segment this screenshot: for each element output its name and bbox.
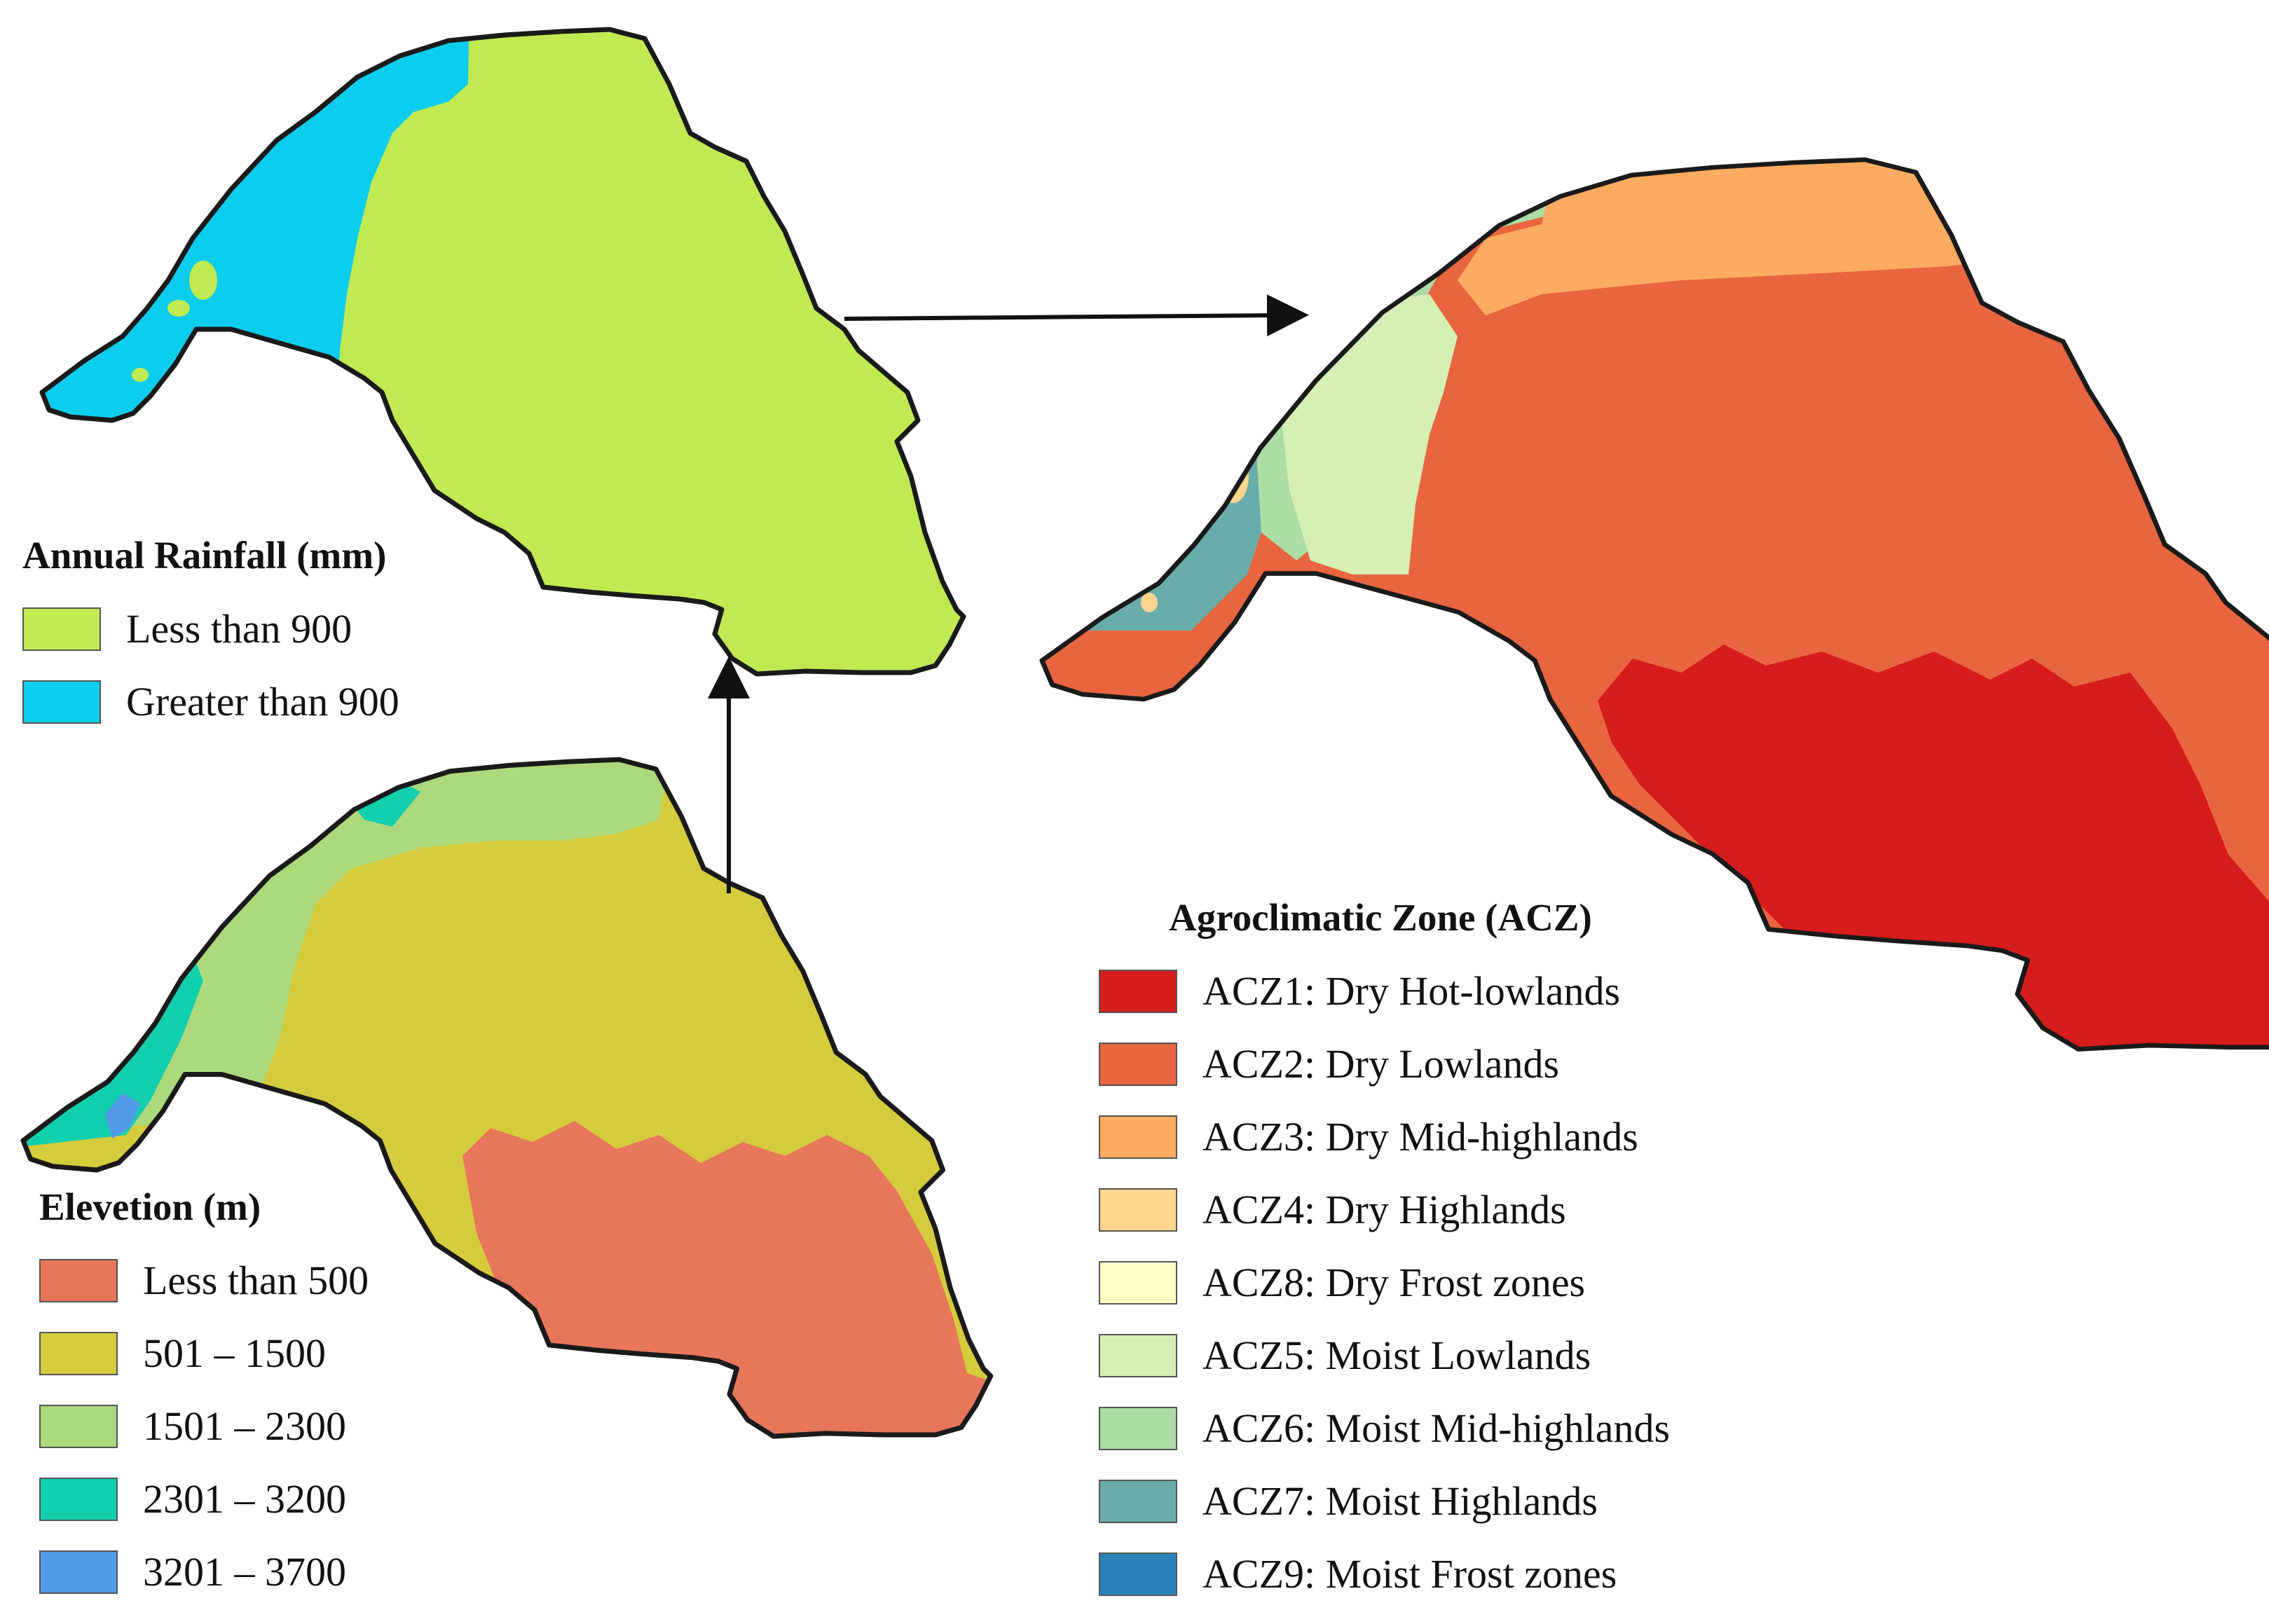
legend-item: Greater than 900 bbox=[22, 680, 399, 724]
legend-swatch bbox=[1099, 1042, 1177, 1086]
legend-swatch bbox=[22, 607, 101, 651]
acz-map bbox=[981, 105, 2269, 1086]
legend-item: ACZ8: Dry Frost zones bbox=[1099, 1261, 1585, 1305]
legend-item: Less than 500 bbox=[39, 1259, 369, 1302]
legend-label: Less than 500 bbox=[143, 1258, 369, 1303]
legend-label: ACZ5: Moist Lowlands bbox=[1202, 1333, 1591, 1378]
legend-label: 501 – 1500 bbox=[143, 1330, 326, 1376]
legend-swatch bbox=[1099, 1188, 1177, 1232]
legend-item: 3201 – 3700 bbox=[39, 1550, 346, 1594]
elevation-legend-title: Elevetion (m) bbox=[39, 1185, 261, 1228]
legend-label: ACZ7: Moist Highlands bbox=[1202, 1478, 1598, 1524]
rainfall-legend-title: Annual Rainfall (mm) bbox=[22, 534, 387, 577]
legend-label: ACZ9: Moist Frost zones bbox=[1202, 1551, 1617, 1597]
legend-swatch bbox=[1099, 1261, 1177, 1305]
rainfall-patch bbox=[167, 300, 190, 317]
legend-label: 2301 – 3200 bbox=[143, 1476, 346, 1522]
legend-item: ACZ1: Dry Hot-lowlands bbox=[1099, 970, 1620, 1013]
acz-zone-dry-highlands bbox=[1141, 593, 1158, 612]
legend-label: 1501 – 2300 bbox=[143, 1403, 346, 1449]
rainfall-legend: Annual Rainfall (mm) Less than 900 Great… bbox=[22, 534, 399, 724]
rainfall-patch bbox=[189, 261, 217, 300]
legend-swatch bbox=[1099, 970, 1177, 1013]
legend-item: ACZ4: Dry Highlands bbox=[1099, 1188, 1566, 1232]
legend-label: ACZ2: Dry Lowlands bbox=[1202, 1041, 1560, 1087]
legend-item: Less than 900 bbox=[22, 607, 352, 651]
legend-swatch bbox=[39, 1332, 118, 1375]
legend-item: ACZ5: Moist Lowlands bbox=[1099, 1334, 1591, 1377]
legend-item: ACZ6: Moist Mid-highlands bbox=[1099, 1407, 1670, 1450]
legend-label: ACZ6: Moist Mid-highlands bbox=[1202, 1405, 1671, 1451]
legend-swatch bbox=[1099, 1115, 1177, 1159]
rainfall-map bbox=[0, 0, 1051, 771]
acz-zone-dry-hot-lowlands bbox=[1598, 645, 2269, 1050]
legend-swatch bbox=[39, 1478, 118, 1521]
legend-swatch bbox=[39, 1259, 118, 1302]
legend-swatch bbox=[22, 680, 101, 724]
legend-swatch bbox=[1099, 1407, 1177, 1450]
acz-legend-title: Agroclimatic Zone (ACZ) bbox=[1169, 896, 1592, 939]
legend-label: ACZ3: Dry Mid-highlands bbox=[1202, 1114, 1638, 1159]
elevation-legend: Elevetion (m) Less than 500 501 – 1500 1… bbox=[39, 1185, 369, 1594]
legend-label: Greater than 900 bbox=[126, 679, 399, 724]
legend-item: ACZ3: Dry Mid-highlands bbox=[1099, 1115, 1638, 1159]
elevation-zone-2301-3200 bbox=[23, 946, 203, 1149]
legend-item: 501 – 1500 bbox=[39, 1332, 326, 1375]
legend-swatch bbox=[1099, 1334, 1177, 1377]
legend-item: 1501 – 2300 bbox=[39, 1405, 346, 1448]
legend-item: ACZ7: Moist Highlands bbox=[1099, 1480, 1598, 1523]
arrow-to-acz bbox=[844, 294, 1309, 337]
acz-legend: Agroclimatic Zone (ACZ) ACZ1: Dry Hot-lo… bbox=[1099, 896, 1670, 1596]
acz-zone-moist-highlands bbox=[1042, 159, 1275, 631]
legend-item: ACZ9: Moist Frost zones bbox=[1099, 1553, 1617, 1596]
rainfall-patch bbox=[132, 368, 149, 382]
legend-swatch bbox=[39, 1405, 118, 1448]
legend-label: ACZ8: Dry Frost zones bbox=[1202, 1260, 1586, 1305]
legend-swatch bbox=[1099, 1480, 1177, 1523]
legend-label: ACZ1: Dry Hot-lowlands bbox=[1202, 968, 1621, 1014]
acz-zone-moist-frost-zones bbox=[1121, 420, 1170, 532]
legend-label: 3201 – 3700 bbox=[143, 1549, 346, 1595]
elevation-zone-3201-3700 bbox=[105, 1093, 140, 1138]
legend-label: ACZ4: Dry Highlands bbox=[1202, 1187, 1566, 1232]
acz-zone-dry-mid-highlands bbox=[1458, 159, 2269, 315]
legend-swatch bbox=[39, 1550, 118, 1594]
legend-swatch bbox=[1099, 1553, 1177, 1596]
elevation-zone-less-500 bbox=[462, 1121, 991, 1437]
legend-label: Less than 900 bbox=[126, 606, 352, 652]
legend-item: ACZ2: Dry Lowlands bbox=[1099, 1042, 1559, 1086]
legend-item: 2301 – 3200 bbox=[39, 1478, 346, 1521]
